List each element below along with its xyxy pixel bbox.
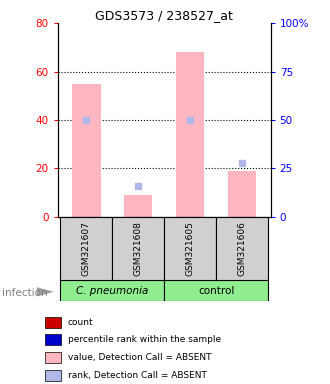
- Bar: [164, 217, 216, 280]
- Polygon shape: [37, 287, 54, 296]
- Bar: [164, 280, 268, 301]
- Text: GSM321605: GSM321605: [186, 221, 195, 276]
- Bar: [112, 217, 164, 280]
- Bar: [124, 195, 152, 217]
- Text: GSM321608: GSM321608: [134, 221, 143, 276]
- Bar: [176, 52, 204, 217]
- Bar: [45, 352, 61, 363]
- Text: count: count: [68, 318, 93, 327]
- Text: infection: infection: [2, 288, 47, 298]
- Text: GSM321607: GSM321607: [82, 221, 91, 276]
- Bar: [72, 84, 101, 217]
- Text: percentile rank within the sample: percentile rank within the sample: [68, 335, 221, 344]
- Title: GDS3573 / 238527_at: GDS3573 / 238527_at: [95, 9, 233, 22]
- Bar: [45, 370, 61, 381]
- Bar: [60, 280, 164, 301]
- Bar: [45, 334, 61, 345]
- Bar: [228, 171, 256, 217]
- Text: control: control: [198, 286, 234, 296]
- Bar: [45, 317, 61, 328]
- Text: rank, Detection Call = ABSENT: rank, Detection Call = ABSENT: [68, 371, 207, 380]
- Text: GSM321606: GSM321606: [238, 221, 247, 276]
- Text: value, Detection Call = ABSENT: value, Detection Call = ABSENT: [68, 353, 211, 362]
- Text: C. pneumonia: C. pneumonia: [76, 286, 148, 296]
- Bar: [216, 217, 268, 280]
- Bar: [60, 217, 112, 280]
